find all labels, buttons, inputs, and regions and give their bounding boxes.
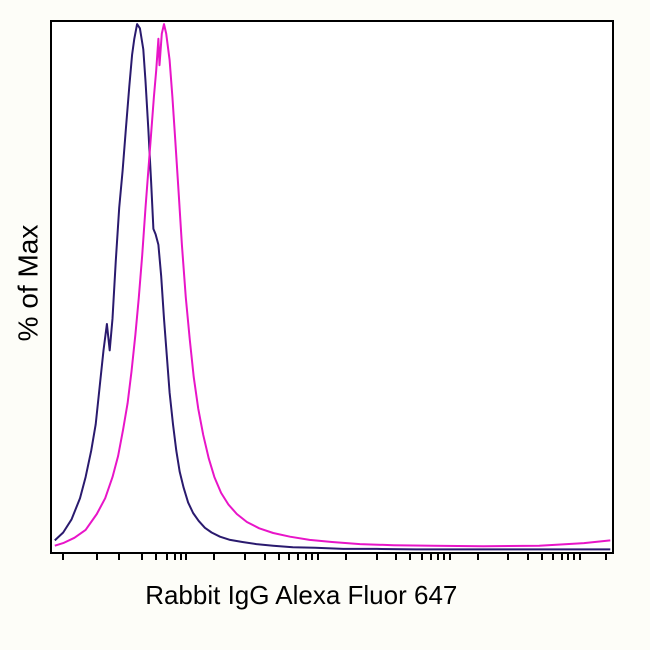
x-tick bbox=[264, 552, 266, 560]
chart-container: % of Max Rabbit IgG Alexa Fluor 647 bbox=[50, 20, 614, 554]
x-tick bbox=[288, 552, 290, 560]
y-axis-label: % of Max bbox=[12, 225, 44, 342]
series-stained bbox=[55, 24, 611, 546]
x-tick bbox=[166, 552, 168, 560]
x-tick bbox=[409, 552, 411, 560]
x-tick bbox=[477, 552, 479, 560]
x-tick bbox=[449, 552, 451, 560]
x-tick bbox=[437, 552, 439, 560]
x-tick bbox=[180, 552, 182, 560]
x-tick bbox=[118, 552, 120, 560]
x-tick bbox=[297, 552, 299, 560]
x-tick bbox=[430, 552, 432, 560]
x-tick bbox=[579, 552, 581, 560]
x-tick bbox=[155, 552, 157, 560]
x-tick bbox=[552, 552, 554, 560]
x-axis-label: Rabbit IgG Alexa Fluor 647 bbox=[145, 580, 457, 611]
histogram-svg bbox=[52, 22, 612, 552]
x-tick bbox=[62, 552, 64, 560]
x-tick bbox=[174, 552, 176, 560]
x-tick bbox=[605, 552, 607, 560]
x-tick bbox=[527, 552, 529, 560]
series-control bbox=[55, 24, 611, 549]
x-tick bbox=[305, 552, 307, 560]
x-tick bbox=[311, 552, 313, 560]
x-tick bbox=[421, 552, 423, 560]
x-tick bbox=[96, 552, 98, 560]
x-tick bbox=[573, 552, 575, 560]
x-tick bbox=[507, 552, 509, 560]
x-tick bbox=[567, 552, 569, 560]
x-tick bbox=[561, 552, 563, 560]
x-tick bbox=[278, 552, 280, 560]
x-tick bbox=[141, 552, 143, 560]
plot-area bbox=[50, 20, 614, 554]
x-tick bbox=[345, 552, 347, 560]
x-tick bbox=[317, 552, 319, 560]
x-tick bbox=[213, 552, 215, 560]
x-tick bbox=[541, 552, 543, 560]
x-tick bbox=[443, 552, 445, 560]
x-tick bbox=[395, 552, 397, 560]
x-tick bbox=[185, 552, 187, 560]
x-axis-ticks bbox=[52, 552, 612, 560]
x-tick bbox=[244, 552, 246, 560]
x-tick bbox=[376, 552, 378, 560]
